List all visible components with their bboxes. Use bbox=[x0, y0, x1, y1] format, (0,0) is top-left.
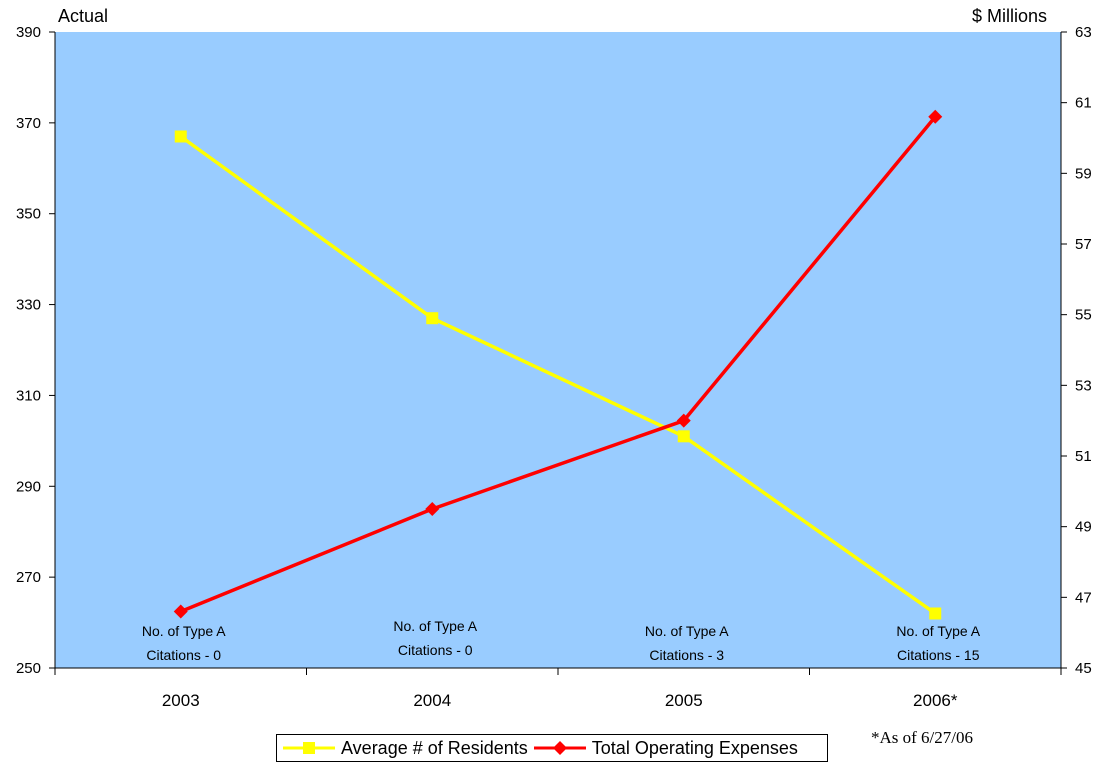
footnote: *As of 6/27/06 bbox=[871, 728, 973, 748]
legend: Average # of Residents Total Operating E… bbox=[276, 734, 828, 762]
y-right-tick-label: 53 bbox=[1075, 377, 1092, 394]
y-left-tick-label: 290 bbox=[16, 478, 41, 495]
y-right-tick-label: 61 bbox=[1075, 95, 1092, 112]
y-left-axis-title: Actual bbox=[58, 6, 108, 27]
legend-swatch-square-icon bbox=[281, 738, 337, 758]
data-point-square bbox=[426, 312, 438, 324]
y-left-tick-label: 250 bbox=[16, 660, 41, 677]
y-right-tick-label: 55 bbox=[1075, 307, 1092, 324]
legend-swatch-diamond-icon bbox=[532, 738, 588, 758]
citation-annotation-line2: Citations - 3 bbox=[649, 647, 724, 663]
data-point-square bbox=[929, 607, 941, 619]
y-right-tick-label: 47 bbox=[1075, 589, 1092, 606]
y-right-tick-label: 59 bbox=[1075, 165, 1092, 182]
legend-item-residents: Average # of Residents bbox=[281, 738, 528, 759]
legend-label-expenses: Total Operating Expenses bbox=[592, 738, 798, 759]
y-left-tick-label: 370 bbox=[16, 115, 41, 132]
y-left-tick-label: 330 bbox=[16, 297, 41, 314]
data-point-square bbox=[678, 430, 690, 442]
legend-label-residents: Average # of Residents bbox=[341, 738, 528, 759]
y-right-tick-label: 57 bbox=[1075, 236, 1092, 253]
y-right-tick-label: 45 bbox=[1075, 660, 1092, 677]
x-tick-label: 2004 bbox=[413, 691, 451, 710]
y-right-tick-label: 63 bbox=[1075, 24, 1092, 41]
citation-annotation-line2: Citations - 0 bbox=[398, 642, 473, 658]
legend-item-expenses: Total Operating Expenses bbox=[532, 738, 798, 759]
citation-annotation-line1: No. of Type A bbox=[142, 623, 226, 639]
y-left-tick-label: 310 bbox=[16, 387, 41, 404]
citation-annotation-line2: Citations - 0 bbox=[146, 647, 221, 663]
y-right-axis-title: $ Millions bbox=[972, 6, 1047, 27]
citation-annotation-line1: No. of Type A bbox=[645, 623, 729, 639]
citation-annotation-line1: No. of Type A bbox=[896, 623, 980, 639]
x-tick-label: 2003 bbox=[162, 691, 200, 710]
x-tick-label: 2005 bbox=[665, 691, 703, 710]
y-left-tick-label: 390 bbox=[16, 24, 41, 41]
x-tick-label: 2006* bbox=[913, 691, 958, 710]
y-left-tick-label: 270 bbox=[16, 569, 41, 586]
citation-annotation-line1: No. of Type A bbox=[393, 618, 477, 634]
citation-annotation-line2: Citations - 15 bbox=[897, 647, 980, 663]
plot-area bbox=[55, 32, 1061, 668]
y-left-tick-label: 350 bbox=[16, 206, 41, 223]
y-right-tick-label: 49 bbox=[1075, 519, 1092, 536]
data-point-square bbox=[175, 130, 187, 142]
y-right-tick-label: 51 bbox=[1075, 448, 1092, 465]
